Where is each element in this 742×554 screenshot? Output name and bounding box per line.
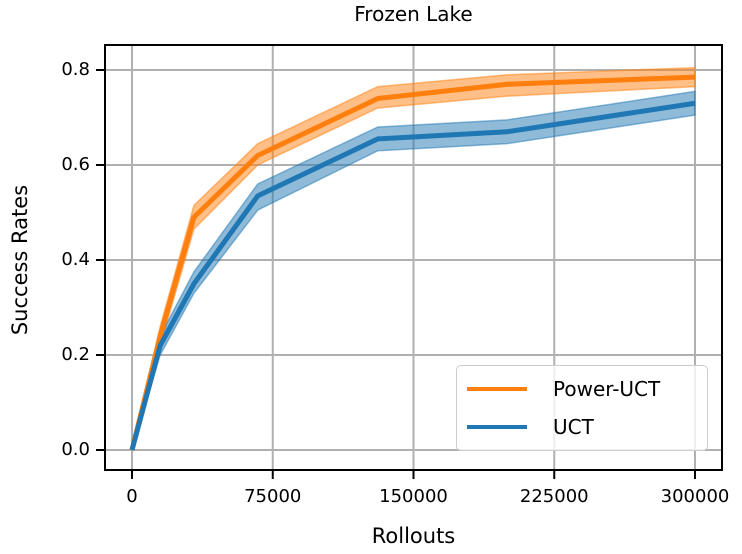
- y-tick-label: 0.8: [61, 59, 90, 80]
- y-tick-label: 0.6: [61, 154, 90, 175]
- y-tick-label: 0.2: [61, 344, 90, 365]
- y-axis-label: Success Rates: [8, 184, 32, 336]
- uct-swatch-icon: [467, 425, 527, 429]
- x-tick-label: 225000: [519, 486, 589, 507]
- legend-label: Power-UCT: [553, 377, 661, 401]
- x-tick-label: 0: [126, 486, 138, 507]
- series-lines: [129, 74, 696, 451]
- plot-frame: [104, 44, 723, 471]
- x-axis-label: Rollouts: [371, 524, 456, 548]
- legend: Power-UCT UCT: [456, 365, 708, 451]
- x-tick-label: 300000: [660, 486, 730, 507]
- axis-ticks: [96, 69, 696, 479]
- x-tick-label: 150000: [379, 486, 448, 507]
- legend-item-power-uct: Power-UCT: [467, 374, 660, 404]
- legend-item-uct: UCT: [467, 412, 594, 442]
- power-uct-swatch-icon: [467, 387, 527, 391]
- x-tick-label: 75000: [244, 486, 302, 507]
- y-tick-label: 0.0: [61, 439, 90, 460]
- y-tick-label: 0.4: [61, 249, 90, 270]
- chart-title: Frozen Lake: [354, 2, 473, 26]
- legend-label: UCT: [553, 415, 594, 439]
